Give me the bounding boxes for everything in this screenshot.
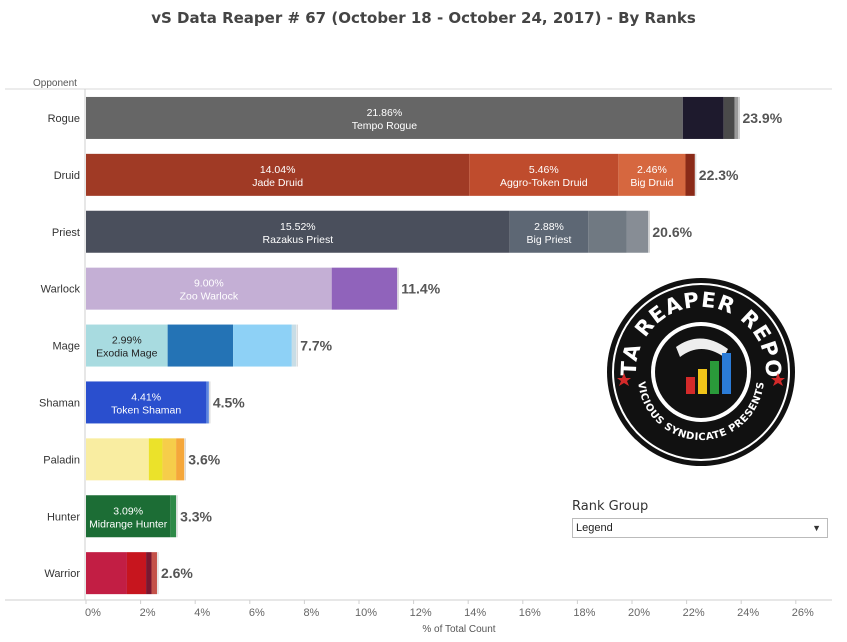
segment-name-label: Big Druid <box>630 177 673 189</box>
x-tick-label: 18% <box>573 607 595 619</box>
segment-name-label: Midrange Hunter <box>89 518 168 530</box>
x-tick-label: 24% <box>737 607 759 619</box>
bar-segment[interactable] <box>86 381 207 424</box>
segment-value-label: 15.52% <box>280 221 316 233</box>
category-label: Warrior <box>44 568 80 580</box>
segment-name-label: Jade Druid <box>252 177 303 189</box>
bar-segment[interactable] <box>162 438 177 481</box>
segment-value-label: 5.46% <box>529 164 559 176</box>
data-reaper-logo: DATA REAPER REPORT VICIOUS SYNDICATE PRE… <box>606 277 795 466</box>
x-tick-label: 16% <box>519 607 541 619</box>
rank-group-selected: Legend <box>576 522 613 534</box>
segment-value-label: 3.09% <box>113 505 143 517</box>
chevron-down-icon[interactable]: ▼ <box>812 523 821 533</box>
bar-segment[interactable] <box>626 210 649 253</box>
segment-name-label: Token Shaman <box>111 404 181 416</box>
bar-segment[interactable] <box>86 552 127 595</box>
total-label: 11.4% <box>401 281 440 297</box>
total-label: 3.6% <box>188 451 220 467</box>
bar-segment[interactable] <box>151 552 157 595</box>
x-tick-label: 20% <box>628 607 650 619</box>
x-tick-label: 22% <box>683 607 705 619</box>
segment-value-label: 21.86% <box>367 107 403 119</box>
x-tick-label: 0% <box>85 607 101 619</box>
segment-value-label: 2.88% <box>534 221 564 233</box>
bar-segment[interactable] <box>588 210 627 253</box>
rank-group-filter: Rank Group Legend ▼ <box>572 499 828 538</box>
bar-segment[interactable] <box>723 96 735 139</box>
bar-segment[interactable] <box>126 552 147 595</box>
bar-segment[interactable] <box>682 96 724 139</box>
bar-segment[interactable] <box>170 495 177 538</box>
bar-segment[interactable] <box>86 96 683 139</box>
rank-group-dropdown[interactable]: Legend ▼ <box>572 518 828 538</box>
total-label: 20.6% <box>652 224 692 240</box>
bar-segment[interactable] <box>509 210 589 253</box>
segment-value-label: 4.41% <box>131 391 161 403</box>
segment-name-label: Exodia Mage <box>96 348 157 360</box>
bar-segment[interactable] <box>146 552 152 595</box>
bar-segment[interactable] <box>148 438 163 481</box>
x-tick-label: 14% <box>464 607 486 619</box>
category-label: Warlock <box>41 284 81 296</box>
total-label: 23.9% <box>742 110 782 126</box>
x-tick-label: 6% <box>249 607 265 619</box>
segment-value-label: 14.04% <box>260 164 296 176</box>
bar-segment[interactable] <box>685 153 695 196</box>
bar-segment[interactable] <box>734 96 739 139</box>
x-tick-label: 12% <box>410 607 432 619</box>
bar-segment[interactable] <box>86 495 171 538</box>
segment-value-label: 9.00% <box>194 278 224 290</box>
segment-name-label: Zoo Warlock <box>180 291 239 303</box>
x-tick-label: 10% <box>355 607 377 619</box>
segment-name-label: Big Priest <box>527 234 572 246</box>
total-label: 3.3% <box>180 508 212 524</box>
segment-value-label: 2.99% <box>112 335 142 347</box>
bar-segment[interactable] <box>176 438 185 481</box>
total-label: 4.5% <box>213 394 245 410</box>
bar-segment[interactable] <box>291 324 297 367</box>
chart-title: vS Data Reaper # 67 (October 18 - Octobe… <box>151 9 696 27</box>
rank-group-title: Rank Group <box>572 499 649 514</box>
segment-value-label: 2.46% <box>637 164 667 176</box>
category-label: Hunter <box>47 511 80 523</box>
bar-segment[interactable] <box>206 381 209 424</box>
bar-segment[interactable] <box>86 267 332 310</box>
segment-name-label: Razakus Priest <box>263 234 334 246</box>
bar-segment[interactable] <box>86 210 510 253</box>
bar-segment[interactable] <box>618 153 686 196</box>
x-tick-label: 8% <box>303 607 319 619</box>
bar-segment[interactable] <box>469 153 619 196</box>
x-tick-label: 4% <box>194 607 210 619</box>
x-tick-label: 2% <box>140 607 156 619</box>
bar-segment[interactable] <box>167 324 234 367</box>
category-label: Mage <box>52 341 80 353</box>
segment-name-label: Tempo Rogue <box>352 120 418 132</box>
x-tick-label: 26% <box>792 607 814 619</box>
total-label: 2.6% <box>161 565 193 581</box>
y-axis-title: Opponent <box>33 78 77 89</box>
bar-segment[interactable] <box>233 324 292 367</box>
total-label: 7.7% <box>300 338 332 354</box>
category-label: Druid <box>54 170 80 182</box>
category-label: Priest <box>52 227 80 239</box>
x-axis-title: % of Total Count <box>422 624 495 635</box>
total-label: 22.3% <box>699 167 739 183</box>
bar-segment[interactable] <box>86 438 149 481</box>
bar-segment[interactable] <box>86 324 168 367</box>
category-label: Paladin <box>43 454 80 466</box>
category-label: Rogue <box>48 113 80 125</box>
category-label: Shaman <box>39 397 80 409</box>
segment-name-label: Aggro-Token Druid <box>500 177 588 189</box>
bar-segment[interactable] <box>86 153 470 196</box>
bar-segment[interactable] <box>331 267 398 310</box>
